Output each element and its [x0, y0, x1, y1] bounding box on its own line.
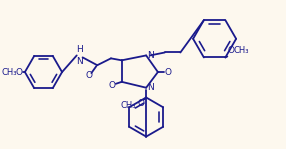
- Text: N: N: [76, 57, 83, 66]
- Text: H: H: [76, 45, 83, 54]
- Text: CH₃: CH₃: [233, 46, 249, 55]
- Text: N: N: [147, 51, 154, 60]
- Text: O: O: [86, 72, 93, 80]
- Text: O: O: [108, 81, 116, 90]
- Text: N: N: [147, 83, 154, 92]
- Text: O: O: [16, 67, 23, 77]
- Text: O: O: [164, 67, 171, 77]
- Text: CH₃: CH₃: [121, 101, 136, 110]
- Text: O: O: [137, 99, 144, 108]
- Text: O: O: [227, 46, 234, 55]
- Text: CH₃: CH₃: [1, 67, 17, 77]
